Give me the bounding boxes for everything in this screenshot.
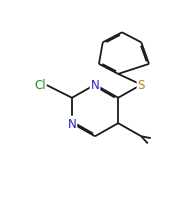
Text: Cl: Cl [34, 79, 46, 92]
Text: N: N [68, 117, 76, 130]
Text: S: S [138, 79, 145, 92]
Text: N: N [91, 79, 99, 92]
